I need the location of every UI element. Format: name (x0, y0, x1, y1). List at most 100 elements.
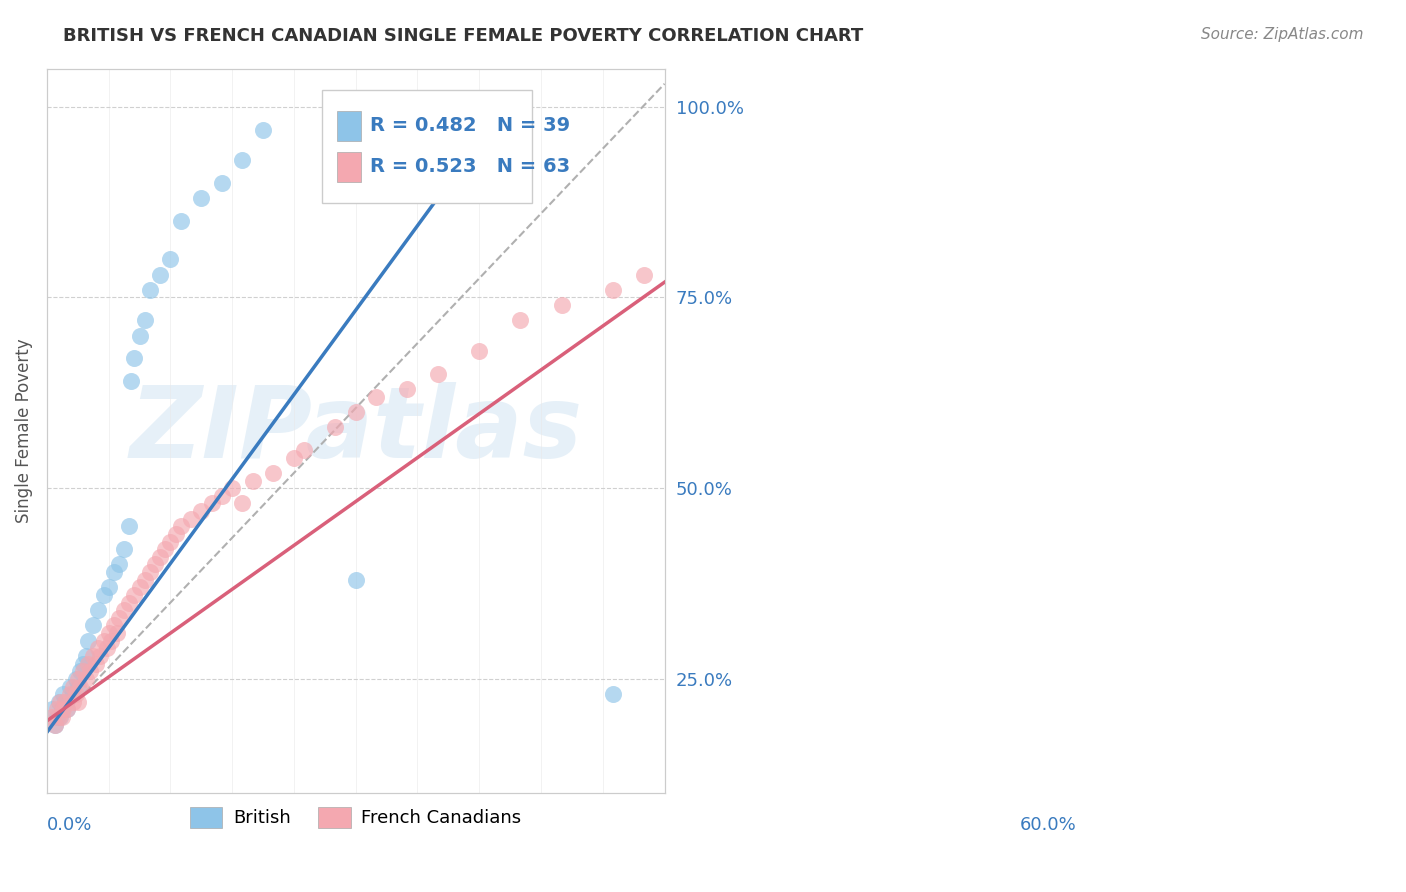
Point (124, 588, 146, 602)
Point (118, 519, 141, 533)
Point (165, 527, 187, 541)
Point (100, 633, 122, 648)
Point (190, 191, 212, 205)
Point (52, 687, 75, 701)
Text: R = 0.482   N = 39: R = 0.482 N = 39 (370, 116, 569, 135)
Point (62, 680, 84, 694)
Point (112, 542, 135, 557)
Point (200, 496, 222, 510)
Point (89, 648, 111, 663)
Point (44, 717, 66, 731)
Text: ZIPatlas: ZIPatlas (129, 383, 582, 479)
Point (87, 641, 110, 656)
Point (62, 687, 84, 701)
Point (149, 549, 172, 564)
Point (75, 648, 97, 663)
Point (602, 687, 624, 701)
Point (134, 573, 156, 587)
Point (66, 672, 89, 686)
Point (344, 405, 367, 419)
Point (65, 672, 87, 686)
Point (242, 474, 264, 488)
Point (56, 702, 79, 716)
Point (77, 633, 100, 648)
FancyBboxPatch shape (337, 152, 361, 182)
Point (55, 695, 77, 709)
Point (139, 565, 162, 579)
Point (231, 496, 253, 510)
Point (155, 542, 177, 557)
Point (46, 702, 69, 716)
Point (48, 710, 70, 724)
Point (396, 382, 419, 396)
Point (252, 122, 274, 136)
Point (41, 710, 63, 724)
Point (231, 153, 253, 167)
Point (170, 214, 193, 228)
Point (149, 268, 172, 282)
Point (180, 511, 202, 525)
Text: R = 0.523   N = 63: R = 0.523 N = 63 (370, 157, 569, 176)
Point (550, 298, 572, 312)
Point (134, 313, 156, 327)
Point (84, 657, 107, 671)
Point (69, 680, 91, 694)
Point (468, 343, 491, 358)
Point (51, 710, 73, 724)
Point (55, 695, 77, 709)
Point (366, 390, 388, 404)
Point (66, 680, 89, 694)
Point (108, 558, 131, 572)
Point (128, 580, 150, 594)
Point (93, 633, 115, 648)
Point (108, 611, 131, 625)
Point (427, 367, 450, 381)
Point (190, 504, 212, 518)
Text: 60.0%: 60.0% (1019, 815, 1077, 834)
Point (118, 596, 141, 610)
Point (82, 618, 104, 632)
Point (323, 420, 346, 434)
Point (93, 588, 115, 602)
FancyBboxPatch shape (322, 90, 531, 202)
Point (221, 481, 243, 495)
Point (62, 695, 84, 709)
Legend: British, French Canadians: British, French Canadians (183, 800, 529, 835)
Point (44, 717, 66, 731)
Point (72, 665, 94, 679)
Y-axis label: Single Female Poverty: Single Female Poverty (15, 339, 32, 524)
Point (66, 695, 89, 709)
Point (79, 665, 101, 679)
Point (77, 657, 100, 671)
Text: Source: ZipAtlas.com: Source: ZipAtlas.com (1201, 27, 1364, 42)
Point (82, 648, 104, 663)
Point (283, 450, 305, 465)
Point (128, 328, 150, 343)
Point (49, 695, 72, 709)
Point (48, 695, 70, 709)
Point (97, 580, 120, 594)
Point (65, 687, 87, 701)
Point (344, 573, 367, 587)
Text: BRITISH VS FRENCH CANADIAN SINGLE FEMALE POVERTY CORRELATION CHART: BRITISH VS FRENCH CANADIAN SINGLE FEMALE… (63, 27, 863, 45)
Point (72, 657, 94, 671)
Point (143, 558, 166, 572)
Point (46, 710, 69, 724)
Point (112, 603, 135, 617)
Point (96, 641, 118, 656)
Point (211, 176, 233, 190)
Point (103, 565, 125, 579)
Point (58, 687, 80, 701)
Point (75, 672, 97, 686)
Point (633, 268, 655, 282)
Point (124, 351, 146, 366)
Text: 0.0%: 0.0% (46, 815, 93, 834)
Point (105, 626, 128, 640)
Point (51, 702, 73, 716)
Point (139, 283, 162, 297)
Point (49, 710, 72, 724)
Point (509, 313, 531, 327)
FancyBboxPatch shape (337, 111, 361, 141)
Point (103, 618, 125, 632)
Point (97, 626, 120, 640)
